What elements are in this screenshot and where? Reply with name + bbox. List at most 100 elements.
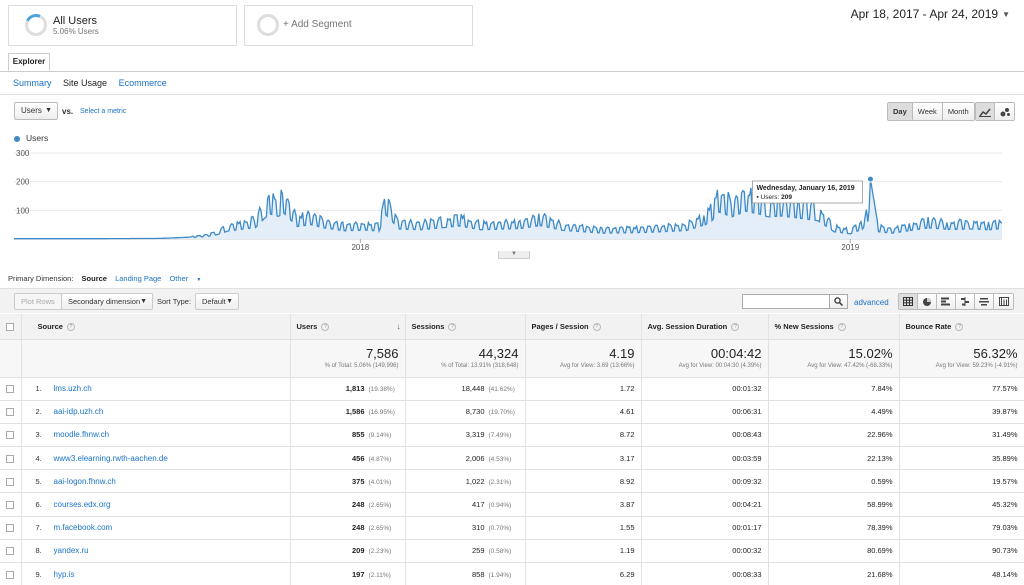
source-link[interactable]: aai-idp.uzh.ch: [53, 407, 104, 417]
row-checkbox[interactable]: [6, 570, 15, 579]
segment-all-users[interactable]: All Users 5.06% Users: [8, 5, 237, 46]
help-icon[interactable]: ?: [731, 322, 740, 331]
column-header-new-sessions[interactable]: % New Sessions?: [768, 314, 900, 340]
segment-percentage: 5.06% Users: [53, 27, 99, 36]
column-header-source[interactable]: Source?: [21, 314, 291, 340]
source-link[interactable]: hyp.is: [53, 569, 75, 579]
source-link[interactable]: aai-logon.fhnw.ch: [53, 476, 116, 486]
pages-per-session-cell: 3.17: [525, 446, 642, 471]
sessions-cell: 8,730 (19.70%): [405, 400, 526, 424]
view-pivot-button[interactable]: [994, 294, 1013, 309]
subtab-summary[interactable]: Summary: [13, 78, 52, 88]
view-data-button[interactable]: [899, 294, 918, 309]
row-checkbox[interactable]: [6, 547, 15, 556]
source-link[interactable]: yandex.ru: [53, 546, 89, 556]
help-icon[interactable]: ?: [321, 322, 330, 331]
subtab-ecommerce[interactable]: Ecommerce: [118, 78, 167, 88]
pages-per-session-cell: 1.72: [525, 377, 642, 401]
add-segment-label: + Add Segment: [283, 19, 352, 30]
users-value: 855: [351, 430, 365, 440]
total-sub: % of Total: 13.91% (318,648): [441, 362, 519, 369]
period-week-button[interactable]: Week: [912, 103, 943, 120]
bounce-rate-cell: 90.73%: [899, 539, 1024, 564]
users-cell: 197 (2.11%): [290, 562, 406, 585]
total-value: 15.02%: [848, 345, 893, 361]
row-checkbox[interactable]: [6, 408, 15, 417]
dimension-landing-page[interactable]: Landing Page: [115, 274, 162, 283]
x-tick-label: 2018: [351, 243, 369, 251]
period-selector: Day Week Month: [887, 102, 975, 121]
date-range-picker[interactable]: Apr 18, 2017 - Apr 24, 2019 ▼: [851, 7, 1010, 21]
users-value: 197: [351, 569, 365, 579]
table-search-input[interactable]: [742, 294, 830, 309]
advanced-filter-link[interactable]: advanced: [854, 298, 889, 307]
help-icon[interactable]: ?: [837, 322, 846, 331]
add-segment-button[interactable]: + Add Segment: [244, 5, 473, 46]
period-month-button[interactable]: Month: [942, 103, 974, 120]
help-icon[interactable]: ?: [592, 322, 601, 331]
help-icon[interactable]: ?: [955, 322, 964, 331]
pie-chart-icon: [923, 297, 931, 306]
column-header-label: Source: [37, 321, 63, 331]
select-all-checkbox[interactable]: [6, 322, 14, 331]
column-header-bounce-rate[interactable]: Bounce Rate?: [899, 314, 1024, 340]
total-sub: Avg for View: 47.42% (-68.33%): [807, 362, 893, 369]
column-header-avg-session-duration[interactable]: Avg. Session Duration?: [641, 314, 769, 340]
column-header-pages-per-session[interactable]: Pages / Session?: [525, 314, 642, 340]
view-percentage-button[interactable]: [918, 294, 937, 309]
total-users: 7,586% of Total: 5.06% (149,996): [290, 339, 406, 378]
motion-chart-button[interactable]: [995, 103, 1014, 120]
row-checkbox[interactable]: [6, 385, 15, 394]
source-cell: 8. yandex.ru: [21, 539, 291, 564]
bubble-chart-icon: [1000, 107, 1010, 116]
y-tick-label: 300: [16, 149, 30, 158]
help-icon[interactable]: ?: [448, 322, 457, 331]
column-header-users[interactable]: Users? ↓: [290, 314, 406, 340]
table-row: 7. m.facebook.com 248 (2.65%) 310 (0.70%) 1.55…: [0, 516, 1024, 540]
tab-explorer[interactable]: Explorer: [8, 53, 50, 71]
help-icon[interactable]: ?: [66, 322, 75, 331]
row-checkbox[interactable]: [6, 454, 15, 463]
select-metric-link[interactable]: Select a metric: [80, 108, 127, 115]
row-select-cell: [0, 400, 22, 424]
view-comparison-button[interactable]: [956, 294, 975, 309]
sessions-percent: (0.58%): [488, 548, 512, 556]
avg-session-duration-cell: 00:03:59: [641, 446, 769, 471]
row-select-cell: [0, 539, 22, 564]
row-checkbox[interactable]: [6, 477, 15, 486]
view-performance-button[interactable]: [937, 294, 956, 309]
row-checkbox[interactable]: [6, 524, 15, 533]
dimension-other[interactable]: Other ▼: [169, 274, 207, 283]
users-cell: 1,813 (19.38%): [290, 377, 406, 401]
total-value: 44,324: [478, 345, 519, 361]
segment-name: All Users: [53, 15, 98, 27]
users-cell: 1,586 (16.95%): [290, 400, 406, 424]
subtab-site-usage[interactable]: Site Usage: [63, 78, 108, 88]
chart-collapse-toggle[interactable]: ▼: [498, 251, 530, 259]
sessions-value: 417: [471, 500, 485, 510]
bounce-rate-cell: 77.57%: [899, 377, 1024, 401]
source-link[interactable]: m.facebook.com: [53, 523, 113, 533]
view-term-cloud-button[interactable]: [975, 294, 994, 309]
source-link[interactable]: lms.uzh.ch: [53, 384, 92, 394]
source-link[interactable]: moodle.fhnw.ch: [53, 430, 110, 440]
line-chart-button[interactable]: [976, 103, 995, 120]
row-checkbox[interactable]: [6, 431, 15, 440]
period-day-button[interactable]: Day: [888, 103, 913, 120]
total-value: 7,586: [365, 345, 399, 361]
pages-per-session-cell: 1.55: [525, 516, 642, 540]
metric-select[interactable]: Users ▼: [14, 102, 58, 120]
secondary-dimension-select[interactable]: Secondary dimension ▼: [61, 293, 153, 310]
row-select-cell: [0, 423, 22, 448]
sessions-cell: 858 (1.94%): [405, 562, 526, 585]
new-sessions-cell: 22.13%: [768, 446, 900, 471]
chevron-down-icon: ▼: [196, 277, 202, 283]
table-search-button[interactable]: [830, 294, 848, 309]
plot-rows-button[interactable]: Plot Rows: [14, 293, 62, 310]
column-header-sessions[interactable]: Sessions?: [405, 314, 526, 340]
source-link[interactable]: courses.edx.org: [53, 500, 111, 510]
dimension-source[interactable]: Source: [81, 274, 107, 283]
source-link[interactable]: www3.elearning.rwth-aachen.de: [53, 453, 168, 463]
row-checkbox[interactable]: [6, 501, 15, 510]
sort-type-select[interactable]: Default ▼: [195, 293, 239, 310]
